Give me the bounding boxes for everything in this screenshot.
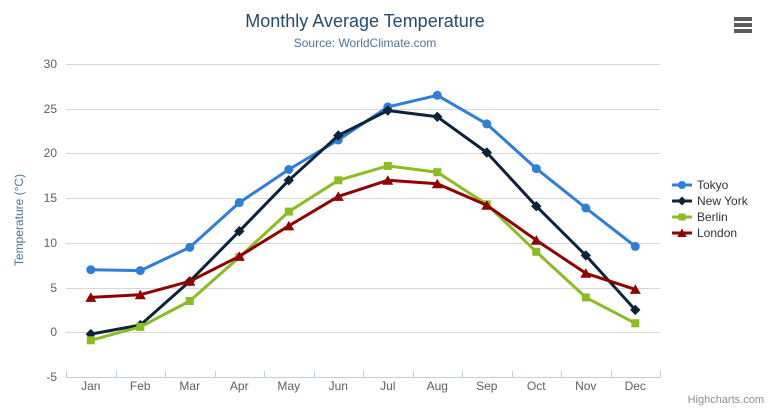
london-point-Mar[interactable] [184,276,196,286]
tokyo-point-Apr[interactable] [234,198,244,208]
triangle-marker-icon [672,228,692,237]
london-point-Feb[interactable] [134,289,146,300]
new-york-point-Dec[interactable] [630,304,641,316]
london-point-Oct[interactable] [530,235,542,245]
x-tick-label-aug: Aug [426,379,448,393]
series-new-york-line[interactable] [89,109,637,336]
berlin-point-Aug[interactable] [433,168,442,177]
y-tick-label-30: 30 [43,57,57,71]
berlin-point-Dec[interactable] [631,319,640,328]
legend-item-london[interactable]: London [672,225,748,241]
series-new-york [85,105,641,340]
x-tick-label-sep: Sep [476,379,498,393]
diamond-marker-icon [672,196,692,206]
tokyo-point-May[interactable] [284,165,294,174]
legend-item-new-york[interactable]: New York [672,193,748,209]
tokyo-point-Dec[interactable] [630,241,640,251]
tokyo-point-Sep[interactable] [482,119,492,129]
chart-subtitle: Source: WorldClimate.com [293,36,437,50]
x-tick-label-jul: Jul [380,379,396,393]
circle-marker-icon [672,181,692,189]
tokyo-point-Nov[interactable] [581,203,591,213]
berlin-point-Feb[interactable] [136,322,145,331]
london-point-Nov[interactable] [580,268,592,278]
london-point-Jun[interactable] [332,191,344,201]
tokyo-point-Feb[interactable] [135,266,145,276]
new-york-point-Jun[interactable] [333,130,344,141]
berlin-point-May[interactable] [284,207,293,216]
legend-label: London [697,226,738,240]
legend-label: Berlin [697,210,728,224]
y-axis-title: Temperature (°C) [12,173,26,267]
x-tick-label-may: May [277,379,301,393]
y-tick-label-20: 20 [43,146,57,161]
london-point-Jan[interactable] [85,292,97,302]
x-axis [66,371,661,378]
berlin-point-Jul[interactable] [383,161,392,170]
y-gridlines [66,64,660,333]
legend-label: New York [697,194,748,208]
y-tick-label-0: 0 [50,325,57,340]
london-point-May[interactable] [283,220,295,231]
legend-item-berlin[interactable]: Berlin [672,209,748,225]
series-london-line[interactable] [89,178,637,299]
berlin-point-Nov[interactable] [581,293,590,302]
context-menu-button[interactable] [731,14,755,36]
new-york-point-Aug[interactable] [432,111,443,122]
legend: Tokyo New York Berlin London [672,177,748,241]
london-point-Apr[interactable] [233,251,245,261]
y-tick-label-25: 25 [43,101,57,116]
series-tokyo [86,90,640,276]
new-york-point-Sep[interactable] [481,147,492,158]
legend-item-tokyo[interactable]: Tokyo [672,177,748,193]
new-york-point-May[interactable] [283,175,294,186]
new-york-point-Nov[interactable] [580,250,591,261]
tokyo-point-Mar[interactable] [185,242,195,252]
square-marker-icon [672,213,692,221]
y-tick-label--5: -5 [46,370,57,384]
x-tick-label-mar: Mar [179,379,201,393]
new-york-point-Oct[interactable] [531,201,542,212]
berlin-point-Oct[interactable] [532,247,541,256]
x-tick-label-apr: Apr [229,379,249,393]
london-point-Jul[interactable] [382,175,394,185]
x-tick-label-dec: Dec [624,379,646,393]
credits-link[interactable]: Highcharts.com [687,394,764,406]
series-berlin-line[interactable] [89,164,637,342]
berlin-point-Jan[interactable] [86,336,95,345]
london-point-Dec[interactable] [629,284,641,294]
y-tick-label-10: 10 [43,235,57,250]
y-tick-label-15: 15 [43,191,57,206]
series-london [85,175,641,302]
new-york-point-Jul[interactable] [382,105,393,116]
tokyo-point-Oct[interactable] [531,164,541,174]
y-tick-label-5: 5 [50,280,57,295]
london-point-Sep[interactable] [481,200,493,210]
new-york-point-Apr[interactable] [234,226,245,237]
x-tick-label-jun: Jun [328,379,348,393]
hamburger-icon [734,17,752,33]
london-point-Aug[interactable] [431,178,443,189]
berlin-point-Jun[interactable] [334,176,343,185]
x-tick-label-jan: Jan [81,379,101,393]
tokyo-point-Aug[interactable] [432,90,442,100]
x-tick-label-oct: Oct [526,379,546,393]
legend-label: Tokyo [697,178,729,192]
chart-title: Monthly Average Temperature [245,11,485,31]
x-tick-label-nov: Nov [575,379,597,393]
berlin-point-Mar[interactable] [185,297,194,305]
tokyo-point-Jan[interactable] [86,265,96,275]
x-tick-label-feb: Feb [129,379,151,393]
